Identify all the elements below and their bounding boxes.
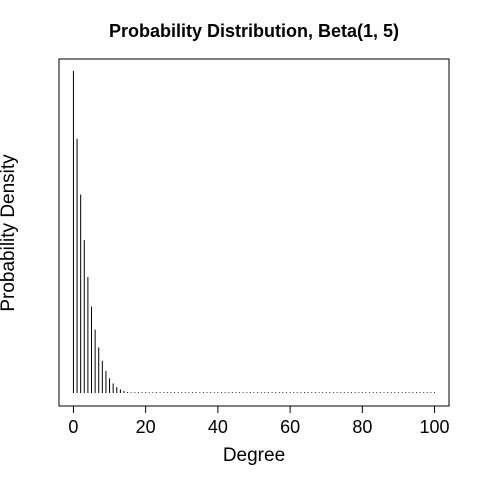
x-tick-label: 60 xyxy=(280,417,300,437)
chart-title: Probability Distribution, Beta(1, 5) xyxy=(109,21,399,41)
x-axis: 0 20 40 60 80 100 xyxy=(68,406,449,437)
plot-frame xyxy=(59,59,449,406)
x-tick-label: 40 xyxy=(208,417,228,437)
x-tick-label: 20 xyxy=(136,417,156,437)
x-tick-label: 100 xyxy=(420,417,450,437)
x-tick-label: 80 xyxy=(352,417,372,437)
bars-group xyxy=(73,71,434,393)
y-axis-label: Probability Density xyxy=(0,154,19,312)
x-tick-label: 0 xyxy=(68,417,78,437)
x-axis-label: Degree xyxy=(223,445,285,466)
